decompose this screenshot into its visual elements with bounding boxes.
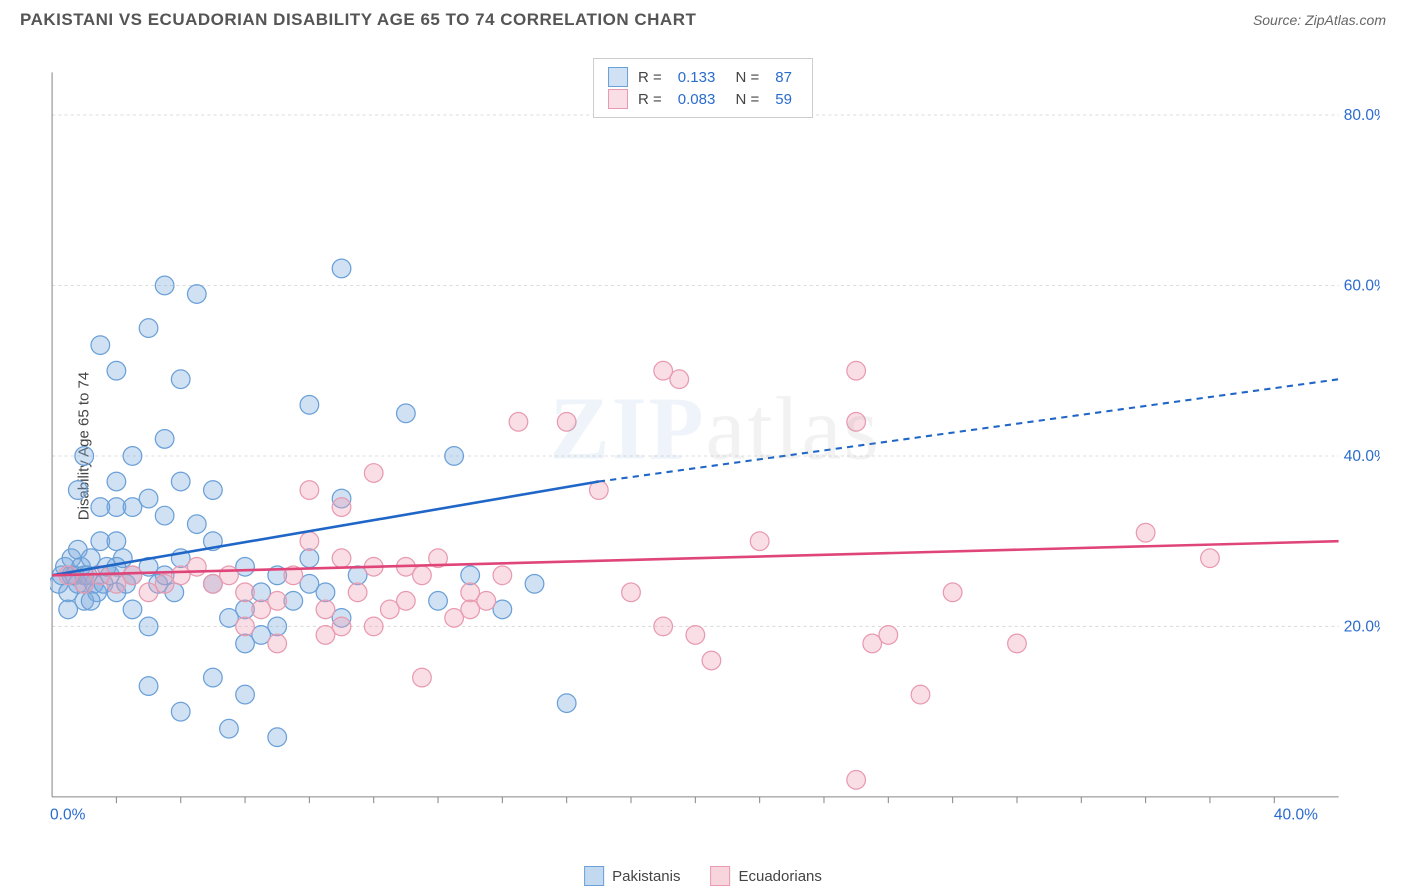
- svg-text:40.0%: 40.0%: [1274, 807, 1318, 824]
- r-value: 0.133: [678, 69, 716, 86]
- svg-text:60.0%: 60.0%: [1344, 278, 1380, 295]
- legend-item: Pakistanis: [584, 866, 680, 886]
- legend-label: Pakistanis: [612, 868, 680, 885]
- chart-area: 20.0%40.0%60.0%80.0%0.0%40.0% ZIPatlas: [50, 50, 1380, 840]
- scatter-plot: 20.0% 40.0% 60.0% 80.0% 0.0% 40.0%: [50, 50, 1380, 840]
- svg-text:40.0%: 40.0%: [1344, 448, 1380, 465]
- stats-legend-row: R = 0.083 N = 59: [608, 89, 798, 109]
- series-legend: Pakistanis Ecuadorians: [584, 866, 822, 886]
- legend-swatch: [710, 866, 730, 886]
- n-label: N =: [731, 69, 759, 86]
- chart-title: PAKISTANI VS ECUADORIAN DISABILITY AGE 6…: [20, 10, 696, 30]
- r-label: R =: [638, 69, 662, 86]
- stats-legend-row: R = 0.133 N = 87: [608, 67, 798, 87]
- n-value: 59: [775, 91, 792, 108]
- stats-legend: R = 0.133 N = 87 R = 0.083 N = 59: [593, 58, 813, 118]
- r-value: 0.083: [678, 91, 716, 108]
- legend-label: Ecuadorians: [738, 868, 821, 885]
- legend-swatch: [608, 67, 628, 87]
- legend-item: Ecuadorians: [710, 866, 821, 886]
- n-value: 87: [775, 69, 792, 86]
- legend-swatch: [608, 89, 628, 109]
- r-label: R =: [638, 91, 662, 108]
- legend-swatch: [584, 866, 604, 886]
- svg-text:20.0%: 20.0%: [1344, 619, 1380, 636]
- source-attribution: Source: ZipAtlas.com: [1253, 12, 1386, 28]
- n-label: N =: [731, 91, 759, 108]
- svg-text:80.0%: 80.0%: [1344, 107, 1380, 124]
- svg-text:0.0%: 0.0%: [50, 807, 86, 824]
